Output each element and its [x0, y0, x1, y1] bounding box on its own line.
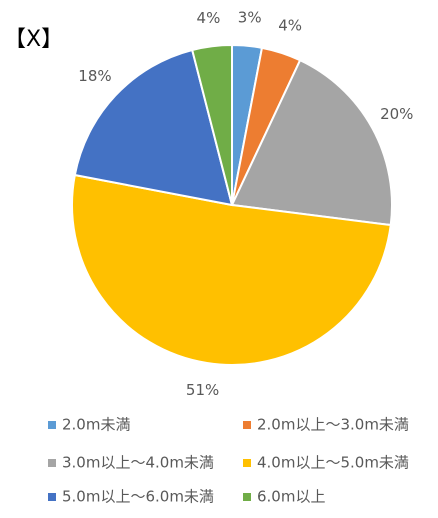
legend-swatch [48, 493, 56, 501]
legend-label: 4.0m以上～5.0m未満 [257, 454, 409, 472]
data-label: 20% [380, 105, 413, 123]
chart-title: 【X】 [4, 27, 63, 52]
legend-swatch [243, 459, 251, 467]
legend-label: 5.0m以上～6.0m未満 [62, 488, 214, 506]
legend-swatch [243, 493, 251, 501]
data-label: 3% [238, 8, 262, 26]
data-label: 4% [278, 17, 302, 35]
data-label: 4% [197, 9, 221, 27]
legend-label: 6.0m以上 [257, 488, 325, 506]
pie-slice [73, 48, 234, 207]
legend-swatch [243, 421, 251, 429]
data-label: 18% [78, 67, 111, 85]
pie-slice [71, 173, 392, 367]
legend-swatch [48, 459, 56, 467]
pie-slice [190, 43, 233, 206]
data-label: 51% [186, 381, 219, 399]
legend-label: 2.0m以上～3.0m未満 [257, 416, 409, 434]
pie-slice [230, 58, 393, 227]
legend-swatch [48, 421, 56, 429]
legend-label: 2.0m未満 [62, 416, 130, 434]
legend-label: 3.0m以上～4.0m未満 [62, 454, 214, 472]
